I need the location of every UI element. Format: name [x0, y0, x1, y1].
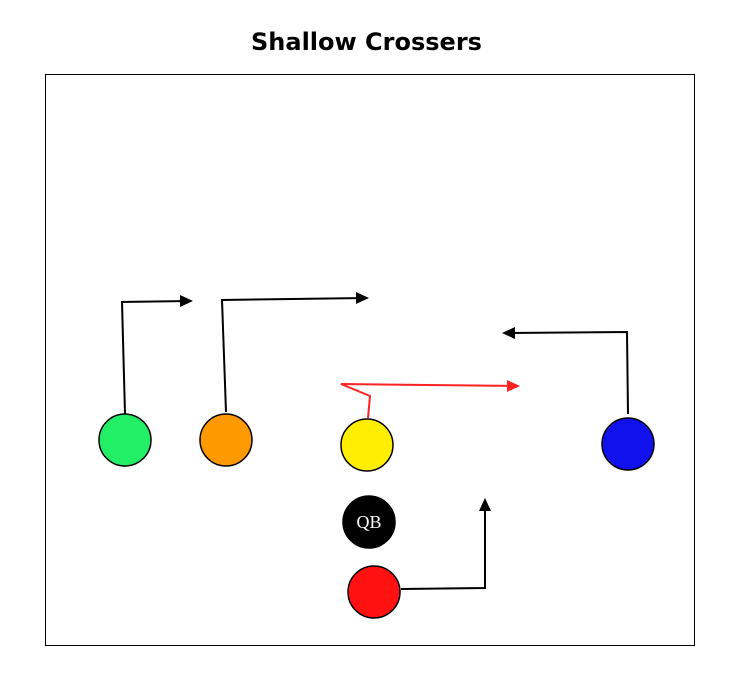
route-right-wr-arrowhead	[502, 327, 515, 339]
player-quarterback[interactable]: QB	[342, 495, 396, 549]
route-right-wr	[502, 327, 629, 415]
player-right-wr[interactable]	[601, 417, 655, 471]
route-left-wr-arrowhead	[180, 295, 193, 307]
route-slot-wr-arrowhead	[356, 292, 369, 304]
route-left-wr	[120, 295, 193, 415]
player-left-wr[interactable]	[98, 413, 152, 467]
route-slot-wr	[220, 292, 369, 413]
quarterback-label: QB	[356, 512, 381, 532]
route-running-back-arrowhead	[479, 498, 491, 511]
play-field	[45, 74, 695, 646]
player-running-back[interactable]	[347, 565, 401, 619]
player-slot-wr[interactable]	[199, 413, 253, 467]
player-center[interactable]	[340, 418, 394, 472]
diagram-title: Shallow Crossers	[251, 28, 482, 56]
route-running-back	[400, 498, 491, 590]
route-center-arrowhead	[507, 380, 520, 392]
route-center	[340, 380, 520, 419]
